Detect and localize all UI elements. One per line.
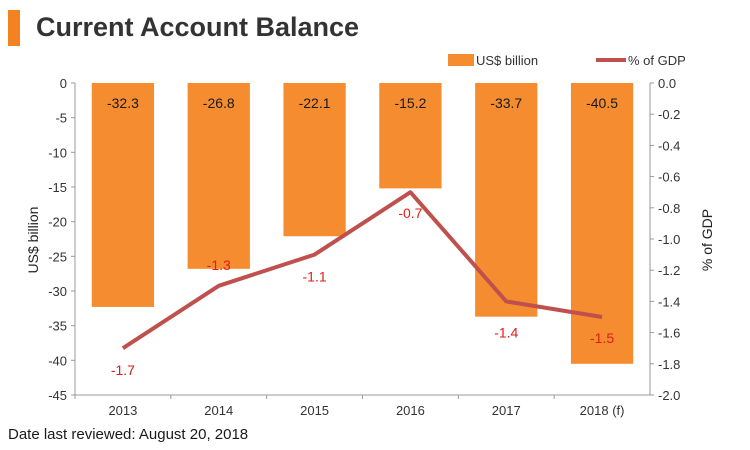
legend-bar-swatch bbox=[448, 54, 474, 66]
y2-tick-label: -1.2 bbox=[658, 263, 680, 278]
y2-tick-label: -0.6 bbox=[658, 170, 680, 185]
bar-value-label: -15.2 bbox=[394, 95, 426, 111]
y2-tick-label: 0.0 bbox=[658, 76, 676, 91]
y-tick-label: -45 bbox=[48, 388, 67, 403]
y2-tick-label: -1.8 bbox=[658, 357, 680, 372]
bar bbox=[283, 83, 346, 237]
pct-value-label: -1.7 bbox=[111, 362, 135, 378]
bar bbox=[91, 83, 155, 307]
y2-tick-label: -0.8 bbox=[658, 201, 680, 216]
bar-value-label: -40.5 bbox=[586, 95, 618, 111]
x-tick-label: 2016 bbox=[396, 403, 425, 418]
bar-value-label: -22.1 bbox=[299, 95, 331, 111]
bar-value-label: -26.8 bbox=[203, 95, 235, 111]
bar-value-label: -33.7 bbox=[490, 95, 522, 111]
y-tick-label: -35 bbox=[48, 319, 67, 334]
y-tick-label: -5 bbox=[55, 111, 67, 126]
x-tick-label: 2017 bbox=[492, 403, 521, 418]
y2-tick-label: -0.2 bbox=[658, 107, 680, 122]
pct-value-label: -1.1 bbox=[303, 269, 327, 285]
axes-group: 0 -5 -10 -15 -20 -25 -30 -35 -40 -45 0.0 -0.2 -0.4 -0… bbox=[48, 76, 680, 418]
y2-tick-label: -1.4 bbox=[658, 294, 680, 309]
pct-value-label: -1.4 bbox=[494, 324, 518, 340]
pct-value-label: -0.7 bbox=[398, 205, 422, 221]
x-tick-label: 2013 bbox=[108, 403, 137, 418]
date-reviewed-note: Date last reviewed: August 20, 2018 bbox=[8, 426, 249, 443]
title-accent-bar bbox=[8, 10, 20, 46]
y2-tick-label: -2.0 bbox=[658, 388, 680, 403]
y-tick-label: -40 bbox=[48, 353, 67, 368]
pct-gdp-line bbox=[121, 190, 603, 350]
y-tick-label: -25 bbox=[48, 249, 67, 264]
y2-axis-title: % of GDP bbox=[699, 209, 715, 271]
pct-value-label: -1.3 bbox=[207, 257, 231, 273]
y2-tick-label: -0.4 bbox=[658, 138, 680, 153]
x-tick-label: 2018 (f) bbox=[580, 403, 625, 418]
pct-value-label: -1.5 bbox=[590, 330, 614, 346]
legend: US$ billion % of GDP bbox=[448, 53, 686, 68]
y-tick-label: -20 bbox=[48, 215, 67, 230]
y2-tick-label: -1.6 bbox=[658, 326, 680, 341]
legend-bar-label: US$ billion bbox=[476, 53, 538, 68]
bar bbox=[187, 83, 250, 269]
bar bbox=[379, 83, 442, 189]
bars-group: -32.3 -26.8 -22.1 -15.2 -33.7 -40.5 bbox=[91, 83, 634, 364]
chart-title: Current Account Balance bbox=[36, 12, 360, 42]
bar-value-label: -32.3 bbox=[107, 95, 139, 111]
y-tick-label: -10 bbox=[48, 145, 67, 160]
y-tick-label: -30 bbox=[48, 284, 67, 299]
line-series-group: -1.7 -1.3 -1.1 -0.7 -1.4 -1.5 bbox=[111, 190, 614, 378]
y2-tick-label: -1.0 bbox=[658, 232, 680, 247]
legend-line-label: % of GDP bbox=[628, 53, 686, 68]
x-tick-label: 2014 bbox=[204, 403, 233, 418]
bar bbox=[475, 83, 538, 317]
x-tick-label: 2015 bbox=[300, 403, 329, 418]
y-axis-title: US$ billion bbox=[25, 207, 41, 274]
y-tick-label: 0 bbox=[60, 76, 67, 91]
y-tick-label: -15 bbox=[48, 180, 67, 195]
bar bbox=[570, 83, 634, 364]
